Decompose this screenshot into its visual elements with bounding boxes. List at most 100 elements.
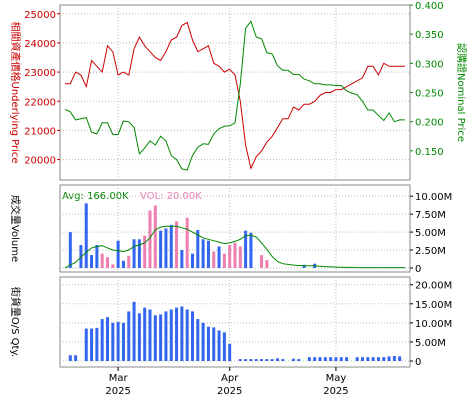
os-qty-bar — [323, 357, 327, 361]
os-qty-bar — [270, 359, 274, 361]
os-qty-bar — [329, 357, 333, 361]
os-qty-bar — [345, 357, 349, 361]
os-qty-bar — [244, 359, 248, 361]
os-qty-bar — [249, 359, 253, 361]
os-qty-bar — [116, 321, 120, 361]
volume-axis-title: 成交量Volume — [9, 195, 22, 262]
os-qty-bar — [95, 327, 99, 361]
os-qty-bar — [201, 322, 205, 361]
volume-bar — [222, 253, 226, 268]
volume-tick-label: 0 — [415, 264, 421, 275]
os-qty-bar — [132, 301, 136, 361]
os-qty-bar — [339, 357, 343, 361]
x-tick-year: 2025 — [105, 386, 130, 397]
os-qty-bar — [361, 357, 364, 361]
volume-bar — [164, 228, 168, 268]
right-axis-title: 認購證Nominal Price — [455, 43, 468, 142]
left-axis-title: 相關資產價格Underlying Price — [9, 21, 22, 163]
os-qty-bar — [137, 313, 141, 361]
os-qty-bar — [196, 319, 200, 361]
right-tick-label: 0.250 — [415, 89, 444, 100]
os-qty-bar — [254, 359, 258, 361]
os-qty-bar — [222, 332, 226, 361]
os-qty-bar — [276, 358, 279, 361]
x-tick-year: 2025 — [323, 386, 348, 397]
os-tick-label: 15.00M — [415, 300, 452, 311]
os-qty-bar — [217, 330, 221, 361]
left-tick-label: 24000 — [24, 39, 56, 50]
volume-bar — [159, 230, 163, 268]
right-tick-label: 0.150 — [415, 147, 444, 158]
os-qty-bar — [153, 315, 157, 361]
os-qty-bar — [313, 357, 317, 361]
volume-bar — [244, 230, 248, 268]
volume-bar — [180, 250, 184, 268]
os-qty-bar — [371, 357, 375, 361]
volume-bar — [90, 255, 94, 268]
price-plot-area — [59, 4, 411, 181]
volume-bar — [191, 253, 194, 268]
volume-bar — [185, 217, 189, 268]
os-qty-bar — [376, 357, 380, 361]
volume-bar — [68, 232, 72, 268]
os-qty-bar — [191, 311, 194, 361]
os-qty-bar — [148, 309, 152, 361]
volume-bar — [249, 232, 253, 268]
os-qty-bar — [238, 359, 242, 361]
os-qty-bar — [334, 357, 338, 361]
os-qty-bar — [307, 357, 311, 361]
os-qty-bar — [382, 357, 386, 361]
os-qty-bar — [260, 359, 264, 361]
x-tick-month: Mar — [109, 373, 129, 384]
volume-bar — [121, 260, 125, 268]
volume-bar — [260, 255, 264, 268]
os-qty-bar — [185, 309, 189, 361]
volume-bar — [238, 246, 242, 268]
os-qty-bar — [127, 311, 131, 361]
volume-bar — [169, 224, 173, 268]
volume-bar — [196, 229, 200, 268]
os-qty-bar — [206, 326, 210, 361]
volume-bar — [217, 246, 221, 268]
os-qty-bar — [398, 356, 402, 361]
volume-bar — [265, 260, 269, 268]
volume-bar — [153, 205, 157, 268]
volume-bar — [201, 239, 205, 268]
os-qty-bar — [297, 359, 301, 361]
volume-tick-label: 2.50M — [415, 246, 446, 257]
os-qty-bar — [291, 358, 295, 361]
volume-bar — [106, 257, 109, 268]
os-qty-bar — [169, 309, 173, 361]
volume-bar — [228, 245, 232, 268]
volume-bar — [95, 245, 99, 268]
avg-volume-line — [64, 225, 405, 269]
volume-bar — [137, 239, 141, 268]
os-qty-bar — [180, 306, 184, 361]
os-tick-label: 10.00M — [415, 319, 452, 330]
volume-tick-label: 10.00M — [415, 192, 452, 203]
right-tick-label: 0.300 — [415, 59, 444, 70]
underlying-price-line — [65, 21, 405, 170]
price-panel: 20000 21000 22000 23000 24000 25000 0.150 0.200… — [9, 1, 468, 181]
volume-panel: Avg: 166.00K VOL: 20.00K 02.50M5.00M7.50… — [9, 184, 452, 275]
os-qty-bar — [265, 359, 269, 361]
x-tick-year: 2025 — [217, 386, 242, 397]
os-qty-bar — [164, 311, 168, 361]
left-tick-label: 23000 — [24, 68, 56, 79]
os-qty-bar — [121, 322, 125, 361]
right-tick-label: 0.350 — [415, 30, 444, 41]
volume-bar — [116, 240, 120, 268]
os-tick-label: 5.00M — [415, 338, 446, 349]
os-qty-bar — [355, 357, 359, 361]
os-qty-bar — [143, 307, 147, 361]
os-qty-bar — [90, 328, 94, 361]
os-qty-bar — [366, 357, 370, 361]
volume-bar — [100, 253, 104, 268]
os-qty-bar — [100, 319, 104, 361]
os-qty-bar — [159, 314, 163, 361]
os-qty-bar — [175, 307, 179, 361]
volume-bar — [132, 239, 136, 268]
avg-legend-label: Avg: 166.00K — [62, 191, 129, 202]
volume-bar — [111, 264, 115, 268]
